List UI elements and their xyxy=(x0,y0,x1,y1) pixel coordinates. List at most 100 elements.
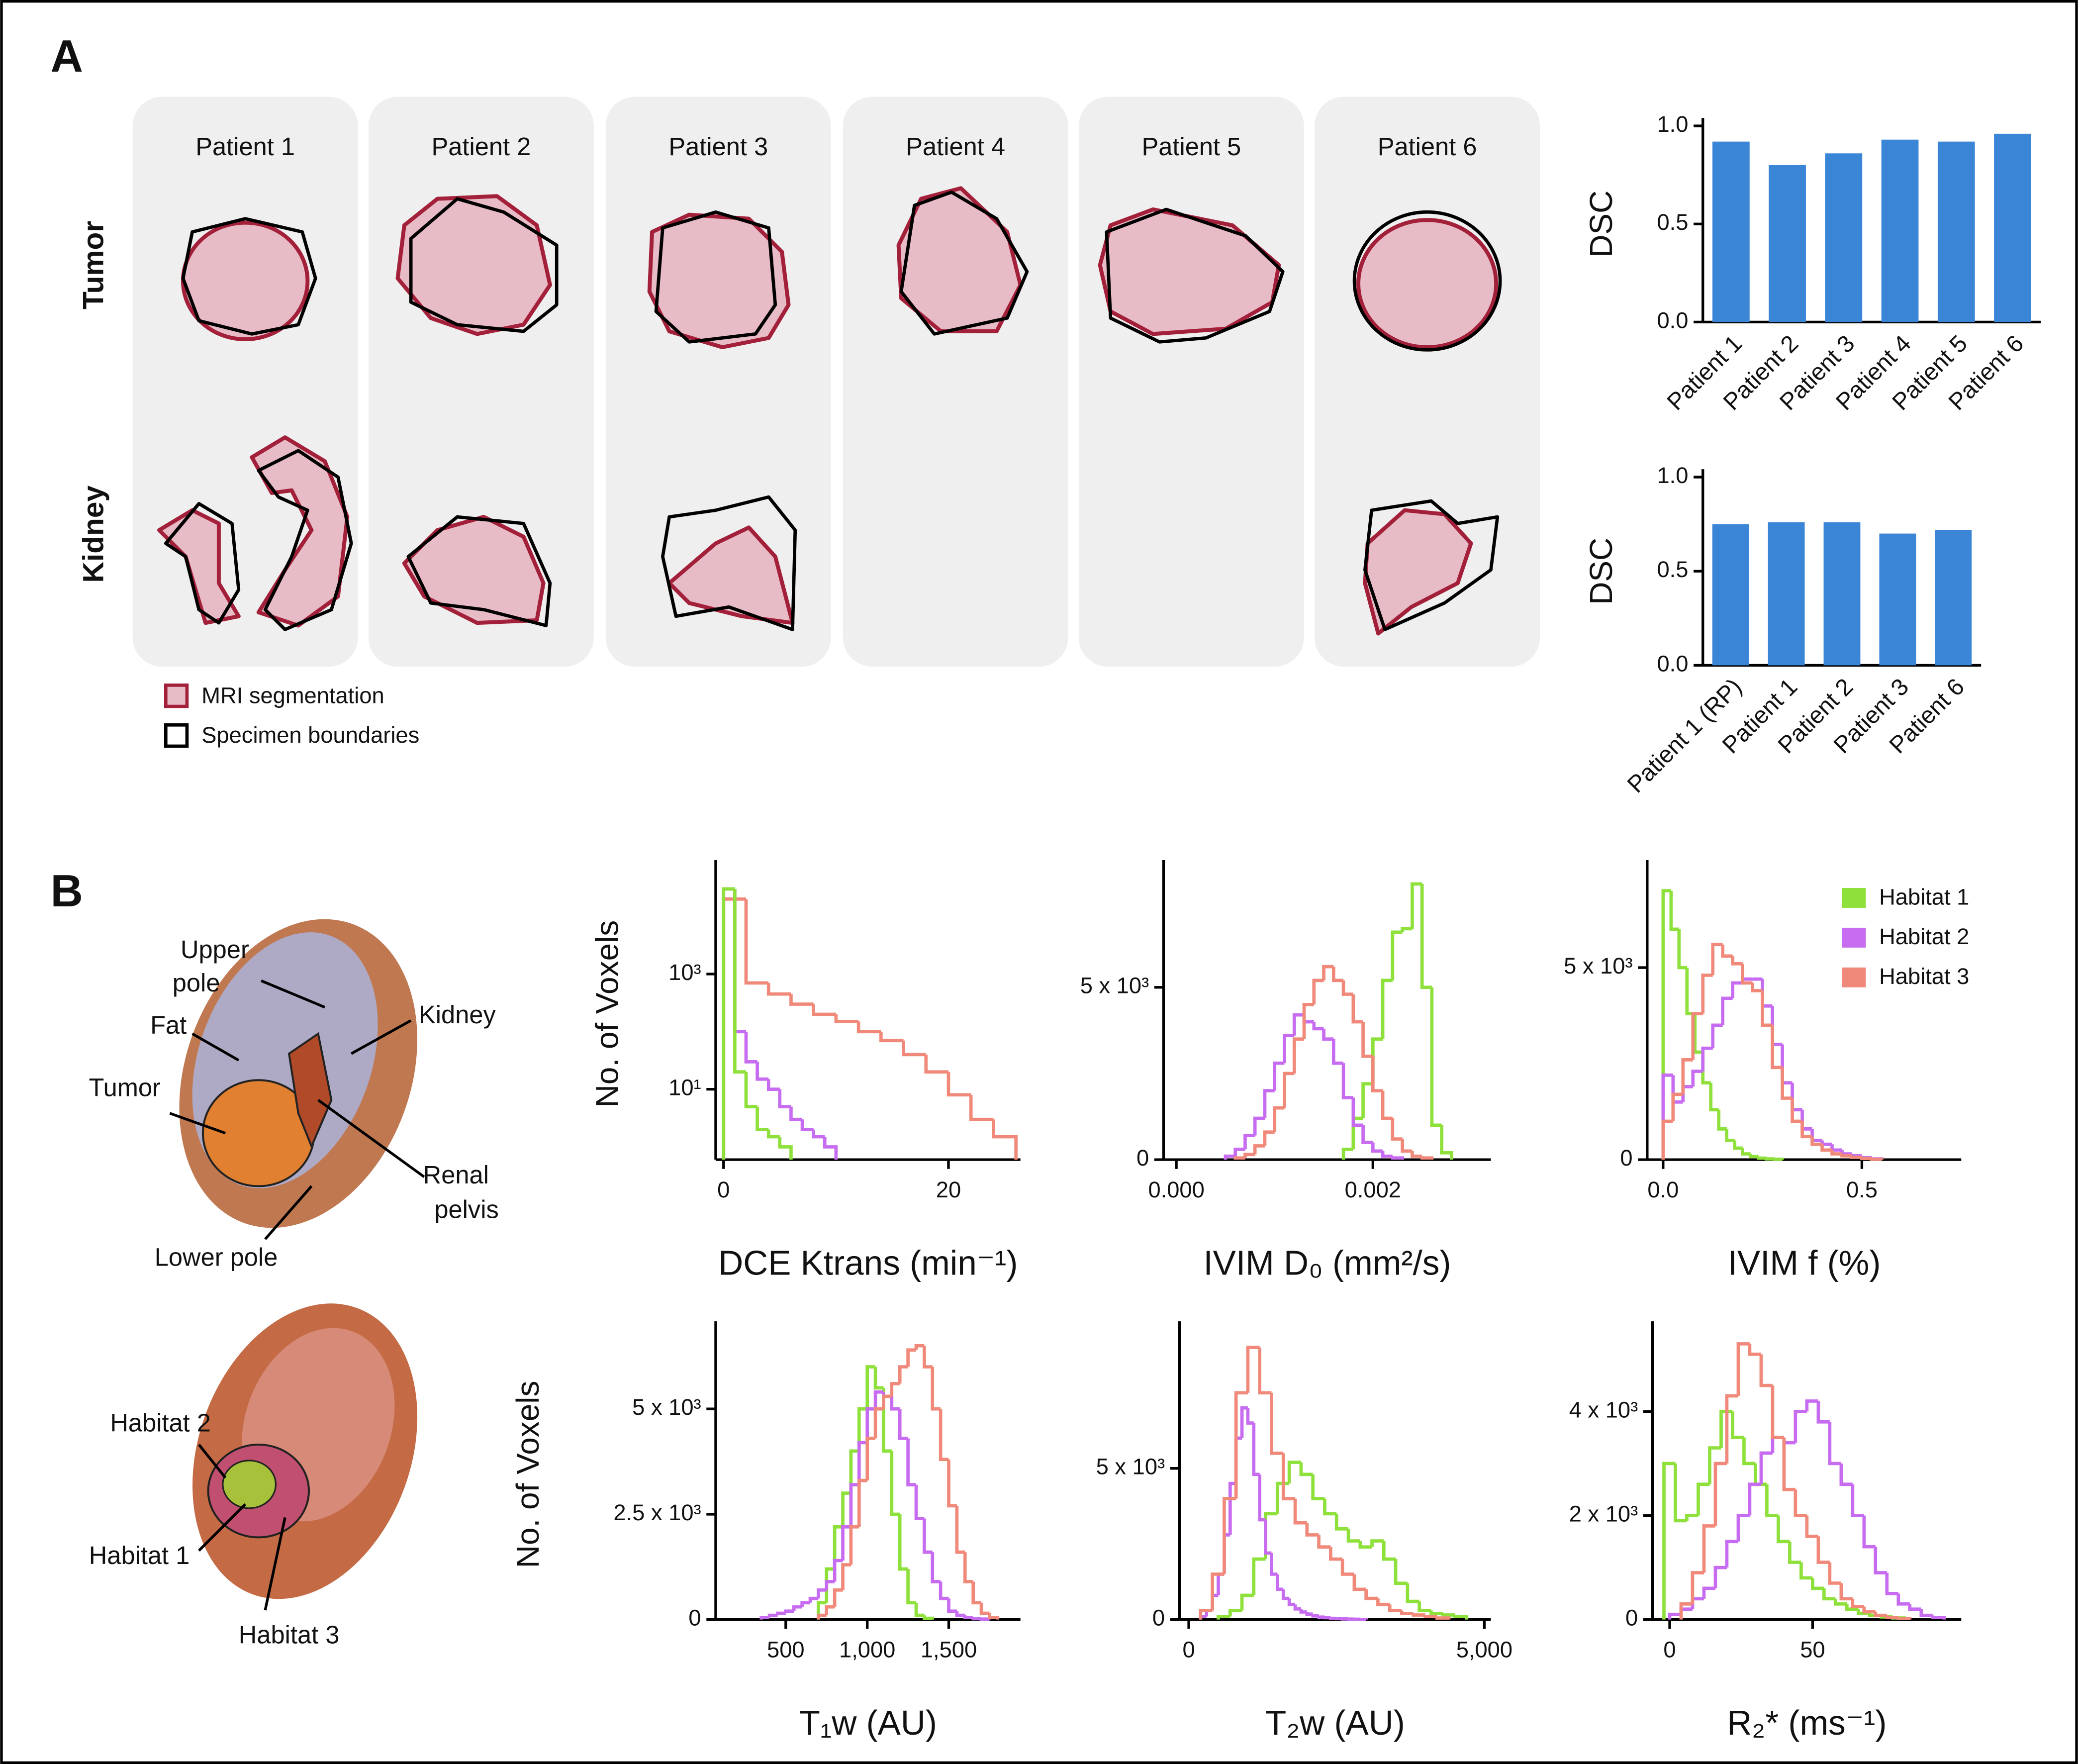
histogram-bin xyxy=(812,1129,825,1139)
annotation: Tumor xyxy=(89,1073,161,1101)
histogram-bin xyxy=(1850,1154,1862,1158)
histogram-bin xyxy=(1840,1154,1852,1158)
y-tick-label: 2.5 x 10³ xyxy=(613,1500,701,1525)
annotation: Lower pole xyxy=(155,1243,278,1271)
histogram-bin xyxy=(992,1119,1018,1160)
bar xyxy=(1769,165,1806,322)
histogram-bin xyxy=(882,1394,892,1409)
legend-swatch xyxy=(1842,887,1866,908)
histogram-bin xyxy=(1896,1617,1912,1620)
histogram-bin xyxy=(1381,979,1393,1039)
histogram-bin xyxy=(1417,1601,1431,1612)
histogram-bin xyxy=(1736,1342,1750,1396)
histogram-bin xyxy=(1791,1098,1802,1123)
column-title: Patient 6 xyxy=(1378,132,1477,161)
histogram-bin xyxy=(1322,1028,1334,1041)
histogram-bin xyxy=(1276,1481,1290,1514)
histogram-bin xyxy=(1258,1347,1272,1395)
histogram-bin xyxy=(1435,1616,1451,1620)
histogram-bin xyxy=(1725,1540,1738,1568)
y-axis-label: DSC xyxy=(1583,191,1619,258)
histogram-bin xyxy=(817,1613,827,1620)
histogram-bin xyxy=(1820,1144,1832,1152)
callout-lines xyxy=(169,980,425,1611)
x-tick-label: 0 xyxy=(1182,1637,1195,1663)
histogram-bin xyxy=(1253,1144,1265,1155)
histogram-bin xyxy=(767,1613,778,1618)
x-tick-label: 0.000 xyxy=(1148,1177,1204,1202)
histogram-bin xyxy=(979,1602,990,1615)
histogram-bin xyxy=(1862,1606,1876,1614)
histogram-bin xyxy=(1874,1611,1887,1617)
histogram-bin xyxy=(1845,1604,1859,1611)
x-axis-label: IVIM f (%) xyxy=(1728,1244,1881,1282)
histogram-bin xyxy=(1312,1022,1324,1031)
histogram-bin xyxy=(1388,1604,1402,1612)
histogram-bin xyxy=(1299,1609,1307,1614)
x-axis-label: R₂* (ms⁻¹) xyxy=(1727,1703,1887,1742)
histogram-bin xyxy=(1788,1541,1801,1564)
y-tick-label: 0 xyxy=(1152,1605,1165,1631)
histogram-bin xyxy=(1701,974,1713,1014)
histogram-bin xyxy=(1691,1070,1703,1087)
histogram-bin xyxy=(906,1438,916,1486)
histogram-bin xyxy=(1246,1346,1260,1393)
histogram-bin xyxy=(1341,1063,1353,1099)
histogram-bin xyxy=(833,1559,843,1582)
histogram-bin xyxy=(856,1021,881,1034)
annotation: pole xyxy=(173,969,220,997)
histogram-bin xyxy=(1771,1385,1784,1439)
column-title: Patient 5 xyxy=(1141,132,1241,161)
histogram-bin xyxy=(955,1505,965,1554)
y-tick-label: 0.5 xyxy=(1657,557,1688,582)
x-axis-label: DCE Ktrans (min⁻¹) xyxy=(718,1244,1018,1282)
histogram-bin xyxy=(1697,1482,1710,1516)
histogram-bin xyxy=(923,1346,933,1369)
histogram-bin xyxy=(1702,1586,1715,1599)
annotation: Upper xyxy=(181,935,249,964)
histogram-bin xyxy=(778,1089,791,1108)
histogram-bin xyxy=(1223,1497,1236,1574)
histogram-bin xyxy=(1761,990,1773,1027)
histogram-bin xyxy=(1691,1571,1704,1604)
histogram-bin xyxy=(1870,1158,1884,1161)
y-tick-label: 2 x 10³ xyxy=(1569,1501,1638,1526)
histogram-bin xyxy=(1713,1462,1727,1526)
histogram-bin xyxy=(1453,1615,1469,1620)
histogram-bin xyxy=(1748,1482,1761,1516)
y-axis-label: DSC xyxy=(1583,538,1619,605)
histogram-bin xyxy=(1668,1612,1681,1620)
histogram-bin xyxy=(1850,1156,1862,1159)
histogram-bin xyxy=(1376,1598,1390,1606)
histogram-bin xyxy=(898,1365,908,1384)
histogram-bin xyxy=(1441,1613,1455,1617)
histogram-bin xyxy=(939,1581,949,1600)
histogram-bin xyxy=(1243,1153,1255,1158)
histogram-bin xyxy=(825,1605,835,1616)
histogram-bin xyxy=(1423,1615,1437,1618)
histogram-bin xyxy=(1264,1520,1272,1555)
histogram-bin xyxy=(1931,1615,1946,1620)
histogram-bin xyxy=(766,1129,780,1139)
histogram-bin xyxy=(1312,979,1324,1005)
histogram-bin xyxy=(873,1390,884,1409)
annotation: Habitat 2 xyxy=(110,1408,211,1437)
histogram-bin xyxy=(1794,1410,1807,1443)
histogram-bin xyxy=(800,1119,814,1131)
bar xyxy=(1994,133,2031,322)
bar xyxy=(1712,524,1749,666)
histogram-bin xyxy=(865,1437,876,1481)
histogram-bin xyxy=(1839,1463,1853,1486)
histogram-bin xyxy=(1331,1039,1344,1065)
column-titles: Patient 1 Patient 2 Patient 3 Patient 4 … xyxy=(195,132,1477,161)
histogram-bin xyxy=(1199,1609,1213,1620)
histogram-bin xyxy=(873,1367,884,1390)
histogram-bin xyxy=(1243,1134,1255,1150)
column-title: Patient 3 xyxy=(668,132,768,161)
histogram-bin xyxy=(1234,1391,1248,1499)
histogram-bin xyxy=(766,982,791,996)
histogram-bin xyxy=(1224,1154,1235,1160)
y-tick-label: 5 x 10³ xyxy=(1080,973,1149,998)
histogram-bin xyxy=(1800,1121,1812,1139)
